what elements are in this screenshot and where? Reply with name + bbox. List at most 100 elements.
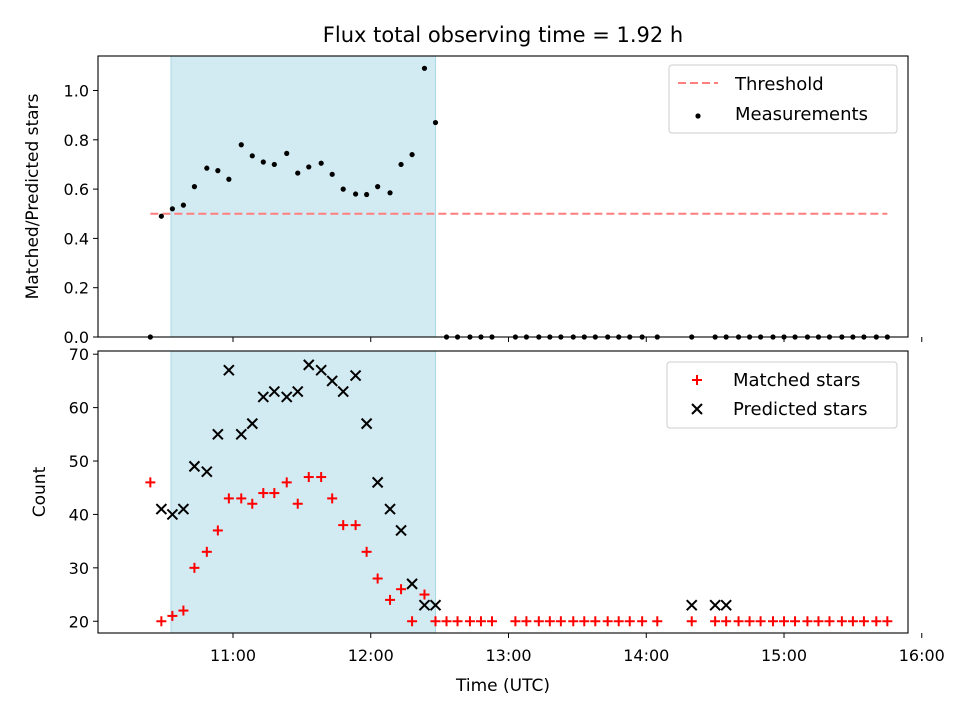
matched-star-point: [303, 472, 314, 483]
y-tick-label: 0.6: [64, 180, 89, 199]
measurement-point: [271, 161, 277, 168]
x-tick-label: 11:00: [210, 646, 256, 665]
measurement-point: [204, 165, 210, 171]
predicted-star-point: [292, 385, 304, 398]
matched-star-point: [579, 616, 590, 627]
predicted-star-point: [188, 460, 201, 473]
predicted-stars-series: [155, 359, 732, 611]
measurement-point: [329, 171, 335, 177]
predicted-star-point: [223, 364, 235, 376]
bottom-axes-frame: [97, 350, 909, 634]
legend-plus-glyph: [692, 375, 702, 385]
matched-star-point: [613, 616, 624, 627]
top-shaded-interval: [170, 55, 437, 338]
predicted-star-point: [281, 391, 293, 403]
chart-title: Flux total observing time = 1.92 h: [323, 23, 683, 47]
predicted-star-point: [686, 599, 698, 611]
y-tick-label: 0.8: [64, 131, 89, 150]
matched-star-point: [624, 616, 635, 627]
top-measurements-group: [147, 65, 890, 340]
matched-star-point: [281, 477, 292, 488]
measurement-point: [249, 153, 255, 159]
legend-threshold-label: Threshold: [734, 74, 824, 95]
matched-star-point: [338, 520, 349, 531]
top-legend: Threshold Measurements: [668, 64, 898, 134]
matched-star-point: [464, 616, 475, 627]
y-tick-label: 60: [69, 399, 89, 418]
y-tick-label: 40: [69, 505, 89, 524]
matched-star-point: [430, 616, 441, 627]
top-legend-box: [668, 64, 898, 134]
bottom-shaded-interval: [170, 350, 437, 634]
bottom-legend: Matched stars Predicted stars: [666, 361, 898, 429]
matched-star-point: [555, 616, 566, 627]
matched-star-point: [521, 616, 532, 627]
bottom-x-ticks: 11:00 12:00 13:00 14:00 15:00 16:00: [210, 633, 945, 665]
matched-star-point: [568, 616, 579, 627]
matched-star-point: [686, 616, 697, 627]
y-tick-label: 70: [69, 345, 89, 364]
matched-star-point: [744, 616, 755, 627]
predicted-star-point: [418, 599, 431, 611]
y-tick-label: 1.0: [64, 82, 89, 101]
measurement-point: [398, 161, 404, 168]
predicted-star-point: [268, 385, 281, 398]
predicted-star-point: [395, 524, 407, 537]
predicted-star-point: [177, 503, 190, 515]
matched-star-point: [441, 616, 452, 627]
y-tick-label: 50: [69, 452, 89, 471]
legend-x-glyph: [691, 403, 703, 415]
matched-star-point: [212, 525, 223, 536]
matched-star-point: [156, 616, 167, 627]
predicted-star-point: [246, 417, 258, 430]
matched-star-point: [178, 605, 189, 616]
measurement-point: [226, 176, 232, 182]
legend-measurements-marker: [695, 113, 701, 119]
matched-star-point: [779, 616, 790, 627]
matched-star-point: [847, 616, 858, 627]
matched-star-point: [452, 616, 463, 627]
matched-star-point: [602, 616, 613, 627]
predicted-star-point: [303, 359, 315, 371]
matched-star-point: [316, 472, 327, 483]
bottom-legend-box: [666, 361, 898, 429]
matched-star-point: [419, 589, 430, 600]
matched-star-point: [802, 616, 813, 627]
x-tick-label: 13:00: [485, 646, 531, 665]
legend-predicted-label: Predicted stars: [733, 399, 867, 420]
y-tick-label: 20: [69, 612, 89, 631]
predicted-star-point: [235, 428, 247, 441]
measurement-point: [353, 191, 359, 197]
legend-predicted-marker: [691, 403, 703, 415]
x-tick-label: 16:00: [899, 646, 945, 665]
matched-star-point: [350, 520, 361, 531]
measurement-point: [409, 151, 415, 158]
matched-star-point: [590, 616, 601, 627]
matched-star-point: [871, 616, 882, 627]
matched-star-point: [258, 488, 269, 499]
matched-star-point: [721, 616, 732, 627]
x-tick-label: 12:00: [348, 646, 394, 665]
measurement-point: [364, 191, 370, 198]
y-tick-label: 0.2: [64, 279, 89, 298]
measurement-point: [318, 160, 324, 166]
matched-star-point: [223, 493, 234, 504]
predicted-star-point: [257, 391, 270, 403]
matched-star-point: [533, 616, 544, 627]
measurement-point: [284, 150, 290, 156]
measurement-point: [191, 184, 198, 190]
measurement-point: [340, 186, 346, 192]
predicted-star-point: [315, 364, 327, 376]
measurement-point: [306, 164, 312, 170]
matched-star-point: [292, 498, 303, 509]
matched-star-point: [396, 584, 407, 595]
predicted-star-point: [429, 599, 442, 611]
measurement-point: [260, 159, 266, 165]
predicted-star-point: [337, 385, 349, 398]
matched-star-point: [189, 562, 200, 573]
y-tick-label: 0.4: [64, 229, 89, 248]
matched-star-point: [824, 616, 835, 627]
top-axes-frame: [97, 55, 909, 338]
predicted-star-point: [166, 508, 179, 521]
measurement-point: [421, 65, 428, 71]
